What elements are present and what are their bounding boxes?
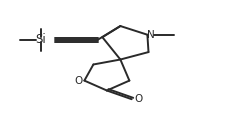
Text: O: O	[75, 76, 83, 86]
Text: N: N	[147, 30, 155, 40]
Text: Si: Si	[35, 33, 46, 46]
Text: O: O	[134, 94, 142, 104]
